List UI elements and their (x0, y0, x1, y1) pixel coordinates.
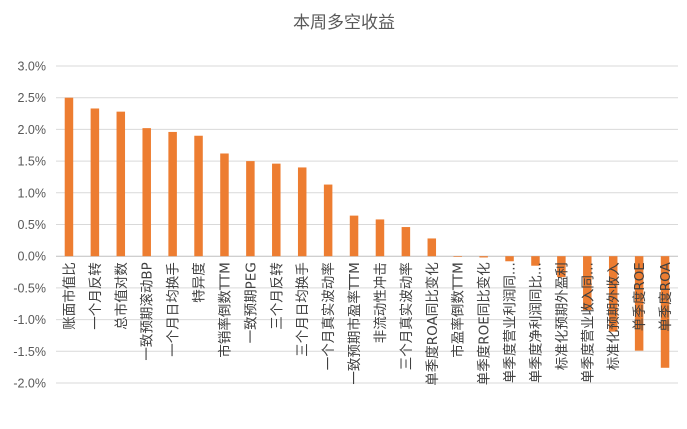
bar (479, 256, 488, 258)
x-tick-label: 单季度营业收入同... (580, 262, 596, 383)
y-tick-label: -0.5% (13, 281, 46, 295)
y-axis-ticks: 3.0% 2.5% 2.0% 1.5% 1.0% 0.5% 0.0% -0.5% -1.0% -1… (13, 60, 46, 391)
bar (660, 256, 670, 368)
bar (142, 128, 151, 257)
y-tick-label: -1.5% (13, 345, 46, 359)
bar (427, 238, 437, 257)
x-tick-label: 单季度ROA (658, 261, 674, 331)
x-tick-label: 市销率倒数TTM (216, 262, 233, 357)
x-axis-labels: 账面市值比 一个月反转 总市值对数 一致预期滚动BP 一个月日均换手 特异度 市销率倒数TT… (61, 261, 674, 385)
x-tick-label: 单季度ROE同比变化 (477, 262, 493, 385)
x-tick-label: 单季度ROA同比变化 (425, 262, 441, 386)
x-tick-label: 一个月真实波动率 (320, 262, 337, 370)
x-tick-label: 一致预期滚动BP (139, 262, 156, 360)
gridlines (56, 65, 678, 384)
chart-title: 本周多空收益 (293, 13, 395, 33)
x-tick-label: 一个月反转 (88, 262, 104, 330)
y-tick-label: 2.5% (18, 91, 47, 105)
bar (401, 227, 411, 257)
y-tick-label: 1.5% (18, 155, 47, 169)
x-tick-label: 三个月日均换手 (295, 262, 311, 357)
x-tick-label: 单季度ROE (632, 262, 648, 331)
x-tick-label: 三个月反转 (269, 262, 285, 330)
bar (168, 131, 177, 257)
bar (531, 256, 540, 266)
x-tick-label: 一个月日均换手 (166, 262, 182, 357)
x-tick-label: 非流动性冲击 (373, 262, 389, 343)
x-tick-label: 标准化预期外收入 (606, 262, 622, 370)
x-tick-label: 标准化预期外盈利 (554, 262, 570, 370)
bar (608, 256, 618, 332)
x-tick-label: 特异度 (192, 262, 208, 303)
bar (583, 256, 592, 311)
bar (64, 97, 74, 257)
x-tick-label: 单季度净利润同比... (528, 262, 544, 383)
x-tick-label: 单季度营业利润同... (503, 262, 519, 383)
bar (220, 153, 229, 257)
y-tick-label: 1.0% (18, 186, 47, 200)
bar (116, 111, 126, 257)
x-tick-label: 市盈率倒数TTM (450, 262, 467, 357)
y-tick-label: 0.0% (18, 250, 47, 264)
bar (375, 219, 385, 257)
bar (90, 108, 100, 257)
y-tick-label: -2.0% (13, 377, 46, 391)
y-tick-label: 3.0% (18, 60, 47, 74)
y-tick-label: -1.0% (13, 313, 46, 327)
x-tick-label: 账面市值比 (61, 262, 78, 330)
bar (349, 215, 359, 257)
bar (453, 256, 462, 257)
bar (246, 161, 255, 257)
bar (634, 256, 644, 351)
bar (194, 135, 203, 257)
bar (323, 184, 333, 257)
x-tick-label: 三个月真实波动率 (398, 262, 415, 370)
y-tick-label: 2.0% (18, 123, 47, 137)
bar (505, 256, 514, 262)
bar (297, 167, 307, 257)
x-tick-label: 一致预期市盈率TTM (346, 262, 363, 384)
y-tick-label: 0.5% (18, 218, 47, 232)
bars (64, 97, 670, 368)
bar (557, 256, 566, 278)
x-tick-label: 一致预期PEG (243, 262, 259, 343)
x-tick-label: 总市值对数 (113, 262, 130, 330)
bar (272, 163, 281, 257)
